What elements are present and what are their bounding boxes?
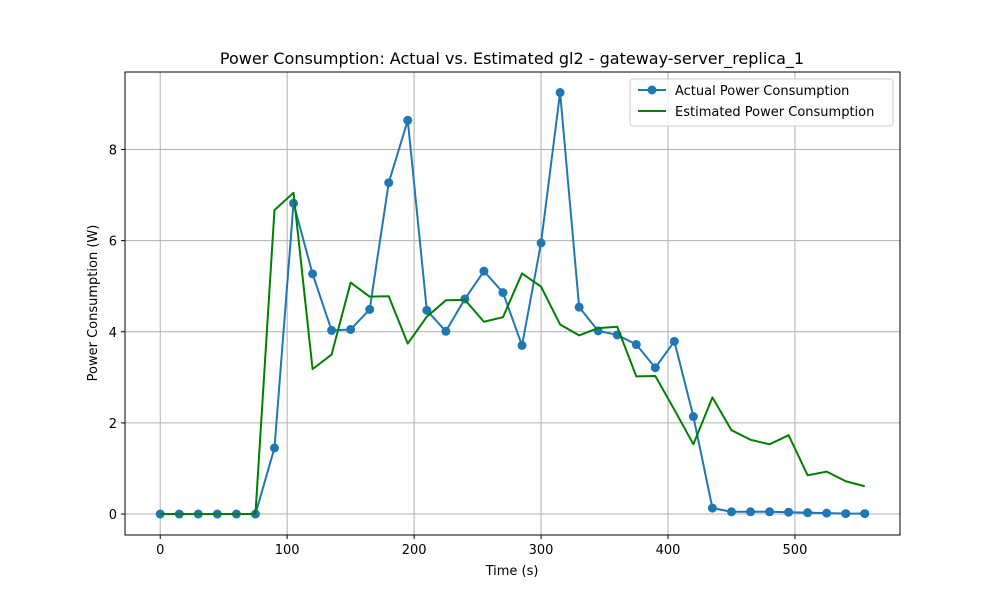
estimated-series-line (160, 191, 866, 516)
actual-data-point (327, 325, 337, 335)
legend-actual-marker (647, 85, 657, 95)
actual-data-point (746, 507, 756, 517)
y-tick-label: 0 (109, 508, 117, 523)
x-tick-label: 200 (402, 543, 427, 558)
y-axis-label: Power Consumption (W) (86, 225, 101, 382)
x-tick-label: 400 (656, 543, 681, 558)
legend-estimated-label: Estimated Power Consumption (675, 105, 874, 120)
actual-data-point (536, 238, 546, 248)
actual-data-point (822, 508, 832, 518)
actual-data-point (308, 269, 318, 279)
actual-data-point (803, 508, 813, 518)
actual-data-point (479, 266, 489, 276)
x-tick-label: 0 (156, 543, 164, 558)
actual-data-point (555, 88, 565, 98)
actual-data-point (707, 503, 717, 513)
actual-data-point (784, 507, 794, 517)
legend-box (629, 78, 894, 127)
legend: Actual Power Consumption Estimated Power… (629, 78, 894, 127)
actual-data-point (765, 507, 775, 517)
x-tick-label: 500 (783, 543, 808, 558)
plot-area-frame (124, 71, 901, 536)
series-layer (155, 88, 870, 519)
actual-data-point (346, 324, 356, 334)
actual-data-point (422, 305, 432, 315)
y-tick-label: 2 (109, 417, 117, 432)
x-tick-label: 100 (275, 543, 300, 558)
actual-data-point (669, 336, 679, 346)
actual-data-point (403, 115, 413, 125)
actual-data-point (498, 288, 508, 298)
y-tick-label: 8 (109, 143, 117, 158)
x-tick-label: 300 (529, 543, 554, 558)
actual-data-point (155, 509, 165, 519)
actual-data-point (650, 363, 660, 373)
actual-data-point (517, 340, 527, 350)
actual-data-point (365, 304, 375, 314)
y-tick-label: 6 (109, 235, 117, 250)
legend-actual-label: Actual Power Consumption (675, 84, 849, 99)
actual-data-point (726, 507, 736, 517)
x-axis-label: Time (s) (485, 564, 539, 579)
chart-title: Power Consumption: Actual vs. Estimated … (220, 49, 804, 69)
actual-data-point (688, 412, 698, 422)
actual-data-point (384, 178, 394, 188)
actual-data-point (441, 326, 451, 336)
ticks: 0 100 200 300 400 500 0 2 4 6 8 (109, 143, 808, 558)
actual-data-point (860, 509, 870, 519)
actual-data-point (631, 340, 641, 350)
y-tick-label: 4 (109, 326, 117, 341)
actual-data-point (269, 443, 279, 453)
actual-data-point (574, 302, 584, 312)
actual-data-point (841, 509, 851, 519)
